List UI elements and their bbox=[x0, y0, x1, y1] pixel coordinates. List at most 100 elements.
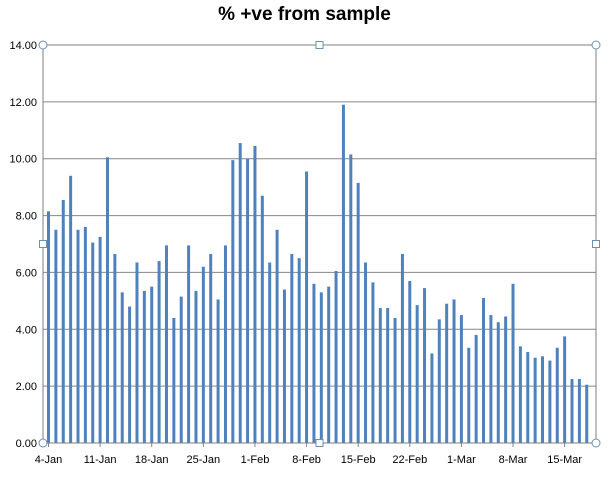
bar bbox=[327, 286, 331, 443]
bar bbox=[526, 352, 530, 443]
corner-resize-handle[interactable] bbox=[38, 438, 48, 448]
bar bbox=[187, 245, 191, 443]
bar bbox=[437, 319, 441, 443]
bar bbox=[157, 261, 161, 443]
bar bbox=[356, 182, 360, 443]
side-resize-handle[interactable] bbox=[315, 439, 324, 447]
bar bbox=[511, 283, 515, 443]
bar bbox=[98, 236, 102, 443]
bar bbox=[246, 158, 250, 443]
bar bbox=[179, 296, 183, 443]
bar bbox=[570, 379, 574, 443]
y-tick-label: 2.00 bbox=[16, 381, 37, 393]
bar bbox=[150, 286, 154, 443]
bar bbox=[69, 175, 73, 443]
side-resize-handle[interactable] bbox=[39, 240, 47, 248]
bar bbox=[238, 143, 242, 444]
bar bbox=[518, 346, 522, 443]
x-tick-label: 22-Feb bbox=[392, 454, 427, 466]
bar bbox=[61, 199, 65, 443]
x-tick-label: 1-Mar bbox=[447, 454, 476, 466]
bar bbox=[319, 292, 323, 443]
y-tick-label: 4.00 bbox=[16, 324, 37, 336]
bar bbox=[445, 303, 449, 443]
bar bbox=[496, 322, 500, 443]
bar bbox=[231, 160, 235, 443]
bar bbox=[364, 262, 368, 443]
bar bbox=[105, 157, 109, 444]
bar bbox=[430, 353, 434, 443]
y-tick-label: 8.00 bbox=[16, 211, 37, 223]
x-tick-label: 15-Mar bbox=[547, 454, 582, 466]
bar bbox=[47, 211, 50, 443]
bar bbox=[83, 226, 87, 443]
bar bbox=[275, 229, 279, 443]
y-tick-label: 10.00 bbox=[9, 154, 37, 166]
bar bbox=[541, 356, 545, 443]
y-tick-label: 14.00 bbox=[9, 40, 37, 52]
x-tick-label: 8-Feb bbox=[292, 454, 321, 466]
bar bbox=[371, 282, 375, 443]
bar bbox=[349, 154, 353, 443]
bar bbox=[282, 289, 286, 443]
bar bbox=[482, 298, 486, 443]
bar bbox=[334, 271, 338, 443]
bar bbox=[459, 315, 463, 443]
bar bbox=[128, 306, 132, 443]
bar bbox=[393, 317, 397, 443]
bar bbox=[533, 357, 537, 443]
bar bbox=[467, 347, 471, 443]
bar bbox=[408, 280, 412, 443]
bar bbox=[297, 258, 301, 443]
chart-title: % +ve from sample bbox=[218, 4, 391, 25]
bar bbox=[577, 379, 581, 443]
bar bbox=[452, 299, 456, 443]
bar bbox=[142, 290, 146, 443]
bar bbox=[54, 229, 58, 443]
corner-resize-handle[interactable] bbox=[591, 40, 601, 50]
bar bbox=[548, 360, 552, 443]
y-tick-label: 6.00 bbox=[16, 267, 37, 279]
bar bbox=[504, 316, 508, 443]
side-resize-handle[interactable] bbox=[592, 240, 600, 248]
bar bbox=[268, 262, 272, 443]
x-tick-label: 18-Jan bbox=[135, 454, 169, 466]
bar bbox=[253, 145, 257, 443]
bar bbox=[216, 299, 220, 443]
bar bbox=[563, 336, 567, 443]
y-tick-label: 12.00 bbox=[9, 97, 37, 109]
bar bbox=[312, 283, 316, 443]
bar bbox=[135, 262, 139, 443]
bar bbox=[223, 245, 227, 443]
x-tick-label: 1-Feb bbox=[241, 454, 270, 466]
bar bbox=[386, 307, 390, 443]
bar bbox=[555, 347, 559, 443]
bar bbox=[201, 266, 205, 443]
bar bbox=[400, 253, 404, 443]
bar bbox=[91, 242, 95, 443]
x-tick-label: 8-Mar bbox=[499, 454, 528, 466]
side-resize-handle[interactable] bbox=[315, 41, 324, 49]
x-tick-label: 15-Feb bbox=[341, 454, 376, 466]
bar bbox=[120, 292, 124, 443]
bar bbox=[209, 253, 213, 443]
corner-resize-handle[interactable] bbox=[591, 438, 601, 448]
bar bbox=[305, 171, 309, 443]
x-tick-label: 25-Jan bbox=[187, 454, 221, 466]
bar bbox=[474, 334, 478, 443]
bar bbox=[76, 229, 80, 443]
bar bbox=[164, 245, 168, 443]
bar bbox=[415, 305, 419, 443]
bar bbox=[113, 253, 117, 443]
bar bbox=[260, 195, 264, 443]
bar bbox=[290, 253, 294, 443]
bar bbox=[423, 288, 427, 443]
corner-resize-handle[interactable] bbox=[38, 40, 48, 50]
bar bbox=[378, 307, 382, 443]
bar bbox=[341, 104, 345, 443]
bar bbox=[489, 315, 493, 443]
x-tick-label: 4-Jan bbox=[35, 454, 63, 466]
y-tick-label: 0.00 bbox=[16, 438, 37, 450]
